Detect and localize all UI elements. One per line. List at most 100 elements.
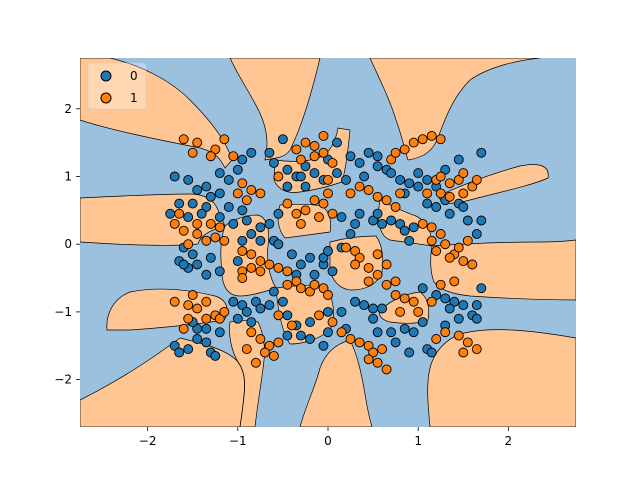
point-class-0-101 (336, 212, 347, 223)
point-class-0-102 (350, 218, 361, 229)
point-class-0-119 (368, 313, 379, 324)
point-class-1-10 (241, 195, 252, 206)
point-class-1-146 (471, 344, 482, 355)
point-class-0-149 (458, 300, 469, 311)
point-class-1-131 (444, 191, 455, 202)
point-class-0-46 (214, 327, 225, 338)
point-class-0-0 (169, 171, 180, 182)
point-class-0-13 (237, 205, 248, 216)
point-class-1-38 (214, 313, 225, 324)
point-class-0-55 (300, 161, 311, 172)
y-tick-label: 0 (64, 237, 72, 251)
point-class-1-32 (183, 300, 194, 311)
point-class-0-127 (336, 306, 347, 317)
point-class-1-100 (372, 269, 383, 280)
point-class-1-106 (336, 327, 347, 338)
point-class-1-74 (309, 279, 320, 290)
point-class-0-11 (201, 202, 212, 212)
point-class-0-36 (255, 303, 266, 314)
point-class-1-76 (323, 290, 333, 300)
point-class-1-62 (295, 218, 306, 229)
point-class-0-30 (228, 296, 239, 307)
point-class-0-147 (440, 293, 451, 304)
point-class-1-85 (372, 191, 383, 202)
point-class-1-9 (255, 188, 266, 199)
point-class-1-26 (246, 262, 257, 273)
point-class-0-4 (223, 174, 234, 185)
x-tick-label: −1 (229, 434, 247, 448)
point-class-0-148 (449, 296, 460, 307)
point-class-1-132 (435, 188, 446, 199)
point-class-0-110 (408, 222, 419, 233)
point-class-0-28 (232, 256, 243, 267)
point-class-1-64 (314, 212, 324, 223)
point-class-0-91 (345, 151, 356, 162)
point-class-0-80 (277, 296, 288, 307)
point-class-1-20 (205, 218, 216, 229)
point-class-0-89 (318, 340, 329, 351)
point-class-1-145 (462, 337, 473, 348)
point-class-1-52 (300, 137, 311, 148)
region-class-1-bottom-center (300, 340, 372, 427)
point-class-1-39 (219, 306, 230, 317)
point-class-0-100 (341, 174, 351, 185)
point-class-0-21 (187, 249, 198, 260)
point-class-1-107 (345, 334, 356, 344)
point-class-1-115 (381, 279, 392, 290)
point-class-0-122 (399, 323, 410, 334)
point-class-1-34 (187, 290, 198, 300)
point-class-1-4 (228, 151, 239, 162)
point-class-1-45 (273, 337, 284, 348)
point-class-1-109 (363, 340, 374, 351)
point-class-0-5 (232, 164, 243, 175)
point-class-0-160 (476, 147, 487, 158)
point-class-1-54 (318, 130, 329, 141)
point-class-0-3 (214, 188, 225, 199)
point-class-1-79 (286, 320, 297, 331)
point-class-0-112 (345, 229, 356, 239)
point-class-0-1 (183, 174, 194, 185)
point-class-1-7 (237, 178, 248, 189)
point-class-0-151 (476, 283, 487, 294)
region-class-1-col-a-top (230, 58, 320, 160)
point-class-0-78 (268, 286, 279, 297)
point-class-1-136 (440, 239, 451, 250)
x-tick-label: 1 (414, 434, 422, 448)
point-class-0-116 (359, 300, 370, 311)
point-class-1-104 (350, 259, 361, 270)
point-class-1-35 (201, 296, 212, 307)
point-class-1-73 (305, 286, 315, 297)
point-class-1-129 (471, 174, 482, 185)
point-class-1-135 (435, 229, 446, 239)
point-class-1-96 (341, 242, 351, 253)
point-class-1-11 (232, 188, 243, 199)
region-class-1-col-a-top-boundary (229, 58, 321, 161)
point-class-0-154 (453, 313, 464, 324)
point-class-0-25 (205, 252, 216, 263)
point-class-1-138 (458, 256, 469, 267)
point-class-1-46 (259, 347, 270, 358)
point-class-1-118 (408, 296, 419, 307)
point-class-1-57 (327, 157, 338, 168)
point-class-1-111 (377, 344, 388, 355)
region-class-1-bottom-left (80, 338, 245, 427)
region-class-1-left-upper (80, 194, 225, 246)
point-class-1-81 (327, 317, 338, 328)
point-class-0-115 (350, 296, 361, 307)
point-class-0-90 (332, 137, 342, 148)
point-class-0-53 (282, 164, 293, 175)
point-class-0-156 (417, 317, 428, 328)
point-class-0-47 (201, 323, 212, 334)
point-class-0-108 (399, 225, 410, 236)
point-class-0-37 (169, 340, 180, 351)
point-class-1-83 (354, 181, 365, 192)
point-class-1-50 (273, 171, 284, 182)
point-class-1-125 (444, 178, 455, 189)
point-class-1-94 (426, 130, 437, 141)
y-tick-label: 1 (64, 169, 72, 183)
point-class-0-32 (250, 296, 261, 307)
point-class-1-29 (264, 259, 275, 270)
point-class-0-129 (404, 178, 415, 189)
y-tick-label: −2 (54, 373, 72, 387)
